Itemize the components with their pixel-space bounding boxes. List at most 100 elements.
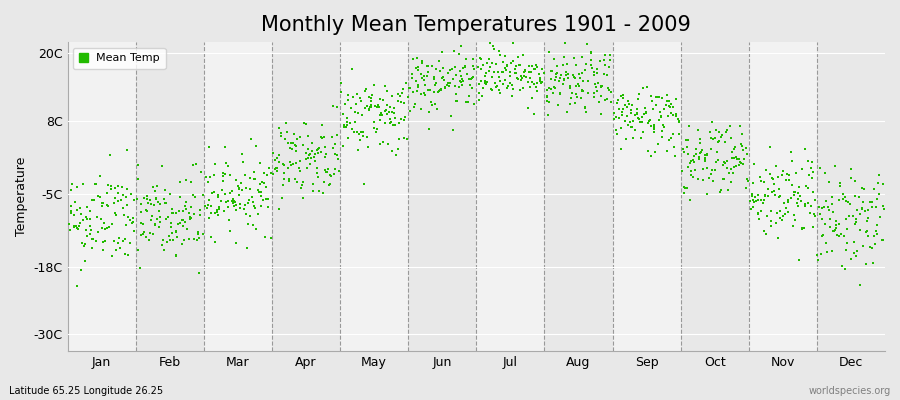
Point [247, 202, 261, 209]
Point [549, 73, 563, 80]
Point [230, 177, 244, 184]
Bar [203, 42, 272, 351]
Point [544, 86, 559, 92]
Point [513, 86, 527, 93]
Point [134, 232, 148, 238]
Point [669, 112, 683, 119]
Point [231, 192, 246, 199]
Point [647, 129, 662, 135]
Point [366, 125, 381, 131]
Point [772, 186, 787, 192]
Point [238, 185, 253, 192]
Point [179, 198, 194, 205]
Point [168, 229, 183, 235]
Point [305, 148, 320, 154]
Point [232, 205, 247, 211]
Point [72, 223, 86, 230]
Point [572, 83, 586, 89]
Point [866, 260, 880, 266]
Point [829, 218, 843, 224]
Point [73, 220, 87, 226]
Point [139, 234, 153, 240]
Point [691, 126, 706, 133]
Point [752, 216, 766, 222]
Point [780, 197, 795, 204]
Point [347, 109, 362, 115]
Point [422, 108, 436, 115]
Point [98, 238, 112, 245]
Point [782, 172, 796, 178]
Point [876, 180, 890, 187]
Point [341, 91, 356, 98]
Point [260, 172, 274, 178]
Point [438, 84, 453, 90]
Point [227, 198, 241, 204]
Point [374, 110, 388, 116]
Point [806, 210, 821, 217]
Point [376, 138, 391, 145]
Point [272, 206, 286, 213]
Point [385, 93, 400, 99]
Point [564, 90, 579, 96]
Point [373, 96, 387, 102]
Point [848, 178, 862, 184]
Point [671, 116, 686, 122]
Point [320, 169, 334, 175]
Point [373, 112, 387, 118]
Point [363, 104, 377, 110]
Point [574, 54, 589, 60]
Point [811, 256, 825, 263]
Point [506, 58, 520, 64]
Point [788, 192, 802, 198]
Point [194, 212, 208, 218]
Point [76, 243, 91, 250]
Point [166, 237, 180, 243]
Point [869, 228, 884, 234]
Point [602, 52, 616, 58]
Point [578, 66, 592, 73]
Point [100, 202, 114, 208]
Point [124, 191, 139, 198]
Point [243, 185, 257, 192]
Point [148, 221, 162, 228]
Point [364, 102, 378, 108]
Point [212, 212, 226, 218]
Point [259, 184, 274, 190]
Point [863, 243, 878, 250]
Point [295, 142, 310, 148]
Point [184, 215, 198, 222]
Point [482, 55, 496, 62]
Point [711, 157, 725, 163]
Point [781, 198, 796, 205]
Point [473, 56, 488, 62]
Point [114, 184, 129, 190]
Point [556, 62, 571, 68]
Point [720, 165, 734, 172]
Point [513, 62, 527, 68]
Point [734, 160, 748, 166]
Point [478, 72, 492, 79]
Point [256, 180, 271, 186]
Point [441, 70, 455, 76]
Point [840, 216, 854, 222]
Point [308, 158, 322, 164]
Point [813, 204, 827, 211]
Point [282, 178, 296, 184]
Point [694, 148, 708, 155]
Point [283, 159, 297, 165]
Point [298, 121, 312, 127]
Point [212, 204, 226, 210]
Point [397, 100, 411, 106]
Point [261, 204, 275, 210]
Point [187, 194, 202, 200]
Point [68, 199, 82, 205]
Point [644, 93, 658, 99]
Point [354, 98, 368, 105]
Point [604, 89, 618, 95]
Point [482, 68, 497, 75]
Point [637, 111, 652, 117]
Point [840, 240, 854, 246]
Point [94, 200, 109, 206]
Point [144, 213, 158, 219]
Point [321, 166, 336, 172]
